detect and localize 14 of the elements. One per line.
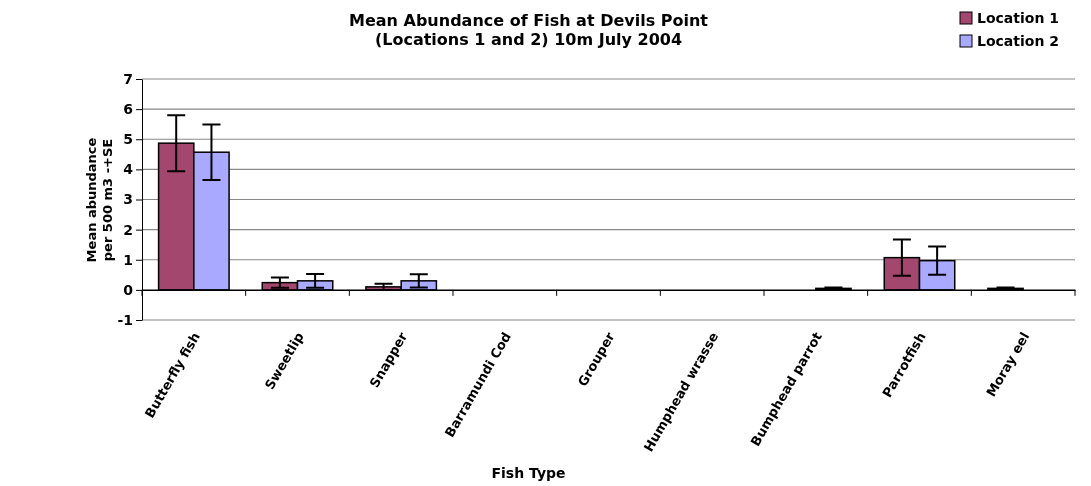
- y-tick-label: 4: [123, 161, 134, 178]
- chart-title: Mean Abundance of Fish at Devils Point (Locations 1 and 2) 10m July 2004: [349, 11, 709, 50]
- y-tick-label: 5: [123, 131, 133, 148]
- x-axis-title: Fish Type: [491, 465, 566, 481]
- y-tick-label: 7: [123, 70, 133, 87]
- y-tick-label: 2: [123, 221, 133, 238]
- y-tick-label: -1: [117, 311, 133, 328]
- y-tick-label: 1: [123, 251, 133, 268]
- y-tick-label: 3: [123, 191, 133, 208]
- y-tick-label: 6: [123, 101, 133, 118]
- y-axis-title: Mean abundance per 500 m3 -+SE: [84, 137, 115, 263]
- y-tick-label: 0: [123, 281, 134, 298]
- legend-label: Location 2: [977, 33, 1059, 49]
- legend-label: Location 1: [977, 10, 1059, 26]
